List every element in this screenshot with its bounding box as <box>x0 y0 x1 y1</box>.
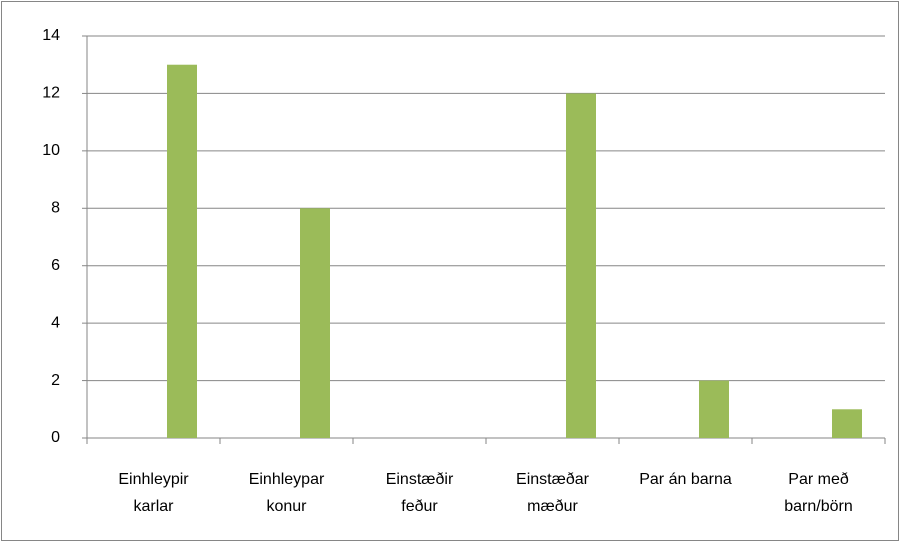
bar <box>566 93 596 438</box>
y-tick-label: 2 <box>51 372 60 389</box>
bar <box>832 409 862 438</box>
y-tick-label: 8 <box>51 200 60 217</box>
x-tick-label: Einhleypir karlar <box>118 471 189 515</box>
y-tick-label: 0 <box>51 429 60 446</box>
y-tick-label: 4 <box>51 314 60 331</box>
x-tick-label: Einstæðar mæður <box>516 471 589 515</box>
x-tick-label: Par án barna <box>639 471 732 488</box>
x-tick-label: Einstæðir feður <box>385 471 454 515</box>
bar <box>699 380 729 438</box>
x-tick-label: Par með barn/börn <box>784 471 853 515</box>
y-tick-label: 14 <box>42 27 60 44</box>
bar <box>167 64 197 438</box>
y-tick-label: 10 <box>42 142 60 159</box>
x-tick-label: Einhleypar konur <box>248 471 325 515</box>
y-tick-label: 12 <box>42 85 60 102</box>
y-tick-label: 6 <box>51 257 60 274</box>
bar <box>300 208 330 438</box>
